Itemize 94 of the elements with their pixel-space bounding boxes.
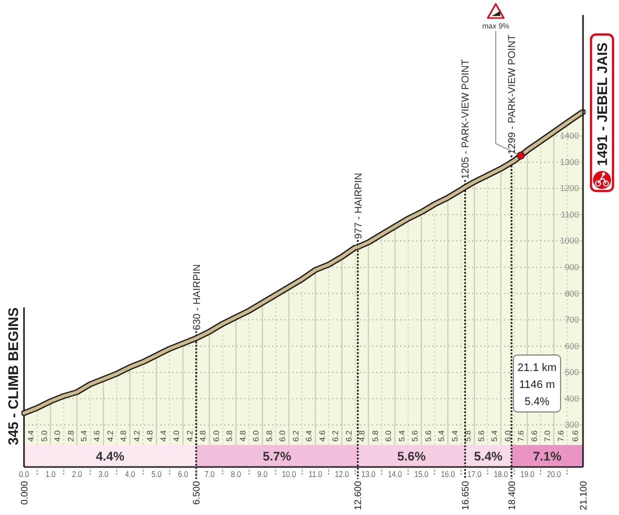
x-tick-label: 7.0 xyxy=(204,469,216,480)
annotation: 5.6 xyxy=(476,430,486,442)
y-tick-label: 700 xyxy=(564,314,580,325)
x2-tick-label: 18.400 xyxy=(506,481,518,510)
annotation: 5.4 xyxy=(397,430,406,442)
annotation: 1299 - PARK-VIEW POINT xyxy=(507,34,518,154)
x-tick-label: 9.0 xyxy=(257,469,268,480)
annotation: 6.6 xyxy=(570,430,580,442)
band-label: 5.4% xyxy=(474,450,503,464)
x2-tick-label: 12.600 xyxy=(353,481,364,510)
x2-tick-label: 21.100 xyxy=(578,481,590,510)
annotation: 5.0 xyxy=(40,430,49,442)
y-tick-label: 400 xyxy=(564,393,580,404)
x-tick-label: 12.0 xyxy=(334,469,350,480)
annotation: 4.0 xyxy=(172,430,182,442)
annotation: 4.8 xyxy=(146,430,155,442)
annotation: 2.8 xyxy=(66,430,76,442)
x-tick-label: 2.0 xyxy=(72,469,83,480)
annotation: 4.2 xyxy=(185,430,194,442)
annotation: 4.4 xyxy=(158,430,168,442)
annotation: 6.2 xyxy=(331,430,340,442)
annotation: 345 - CLIMB BEGINS xyxy=(5,307,22,446)
x-tick-label: 16.0 xyxy=(440,469,456,480)
y-tick-label: 1100 xyxy=(560,209,580,220)
x-tick-label: 10.0 xyxy=(282,469,297,480)
y-tick-label: 1200 xyxy=(560,183,580,194)
annotation: 1205 - PARK-VIEW POINT xyxy=(460,59,472,180)
annotation: 5.6 xyxy=(410,430,420,442)
x-tick-label: 1.0 xyxy=(45,469,56,480)
x-tick-label: 19.0 xyxy=(520,469,535,480)
x-tick-label: 15.0 xyxy=(414,469,429,480)
x-tick-label: 0.0 xyxy=(18,469,30,480)
annotation: 6.0 xyxy=(278,430,288,442)
annotation: 6.0 xyxy=(212,430,221,442)
annotation: 6.2 xyxy=(291,430,300,442)
y-tick-label: 300 xyxy=(564,420,580,430)
annotation: 4.8 xyxy=(198,430,208,442)
annotation: 4.8 xyxy=(238,430,248,442)
annotation: 5.8 xyxy=(370,430,380,442)
y-tick-label: 1400 xyxy=(560,130,580,141)
x-tick-label: 5.0 xyxy=(151,469,162,480)
annotation: 7.6 xyxy=(556,430,566,442)
annotation: 6.0 xyxy=(503,430,512,442)
annotation: 6.0 xyxy=(384,430,394,442)
annotation: 5.4% xyxy=(524,396,550,408)
band-label: 5.7% xyxy=(262,450,292,464)
annotation: 5.6 xyxy=(424,430,433,442)
x-tick-label: 14.0 xyxy=(388,469,402,480)
annotation: 5.4 xyxy=(437,430,446,442)
annotation: 7.6 xyxy=(516,430,526,442)
x2-tick-label: 6.500 xyxy=(192,481,203,505)
annotation: 4.2 xyxy=(132,430,142,442)
annotation: 4.4 xyxy=(26,430,36,442)
x-tick-label: 11.0 xyxy=(308,469,323,480)
y-tick-label: 800 xyxy=(564,288,580,298)
annotation: 1146 m xyxy=(519,378,555,391)
annotation: 5.8 xyxy=(225,430,234,442)
annotation: 5.4 xyxy=(79,430,88,442)
annotation: 4.6 xyxy=(92,430,102,442)
y-tick-label: 500 xyxy=(564,367,580,378)
y-tick-label: 1300 xyxy=(560,156,580,167)
annotation: 7.0 xyxy=(543,430,552,442)
annotation: 6.2 xyxy=(344,430,354,442)
y-tick-label: 600 xyxy=(564,340,580,351)
annotation: 4.8 xyxy=(358,430,367,442)
annotation: 977 - HAIRPIN xyxy=(353,172,364,240)
annotation: 5.4 xyxy=(450,430,460,442)
x-tick-label: 17.0 xyxy=(467,469,482,480)
x-tick-label: 13.0 xyxy=(361,469,376,480)
band-label: 4.4% xyxy=(96,450,124,464)
x-tick-label: 4.0 xyxy=(124,469,136,480)
x-tick-label: 8.0 xyxy=(230,469,242,480)
y-tick-label: 1000 xyxy=(560,236,580,246)
annotation: 4.0 xyxy=(52,430,62,442)
band-label: 5.6% xyxy=(397,450,426,464)
annotation: 6.0 xyxy=(252,430,261,442)
annotation: 4.2 xyxy=(106,430,115,442)
annotation: 6.4 xyxy=(304,430,314,442)
annotation: 5.8 xyxy=(264,430,274,442)
annotation: 4.6 xyxy=(318,430,327,442)
x-tick-label: 3.0 xyxy=(98,469,110,480)
annotation: 1491 - JEBEL JAIS xyxy=(594,42,610,166)
x2-tick-label: 0.000 xyxy=(19,481,30,505)
x-tick-label: 6.0 xyxy=(178,469,189,480)
x2-tick-label: 16.650 xyxy=(460,481,472,510)
y-tick-label: 900 xyxy=(564,262,580,272)
x-tick-label: 20.0 xyxy=(546,469,562,480)
annotation: 6.6 xyxy=(530,430,539,442)
band-label: 7.1% xyxy=(532,450,562,464)
x-tick-label: 18.0 xyxy=(494,469,508,480)
annotation: 5.4 xyxy=(490,430,500,442)
annotation: 630 - HAIRPIN xyxy=(192,264,203,330)
annotation: 4.8 xyxy=(119,430,128,442)
annotation: 21.1 km xyxy=(517,362,557,374)
